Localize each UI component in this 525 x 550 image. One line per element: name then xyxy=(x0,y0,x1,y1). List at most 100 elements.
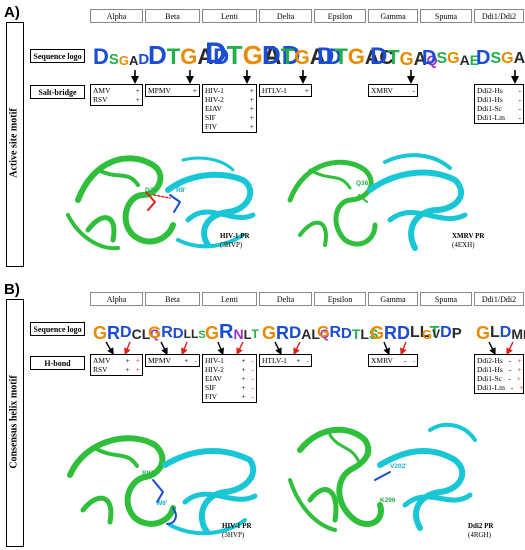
panel-a-letter: A) xyxy=(4,4,20,21)
panel-a-group-6: Spuma xyxy=(420,9,472,23)
b-struct2-caption: Ddi2 PR (4RGH) xyxy=(468,522,493,540)
table-cell-values: - + xyxy=(503,365,522,374)
table-row: Ddi1-Lm - + xyxy=(477,383,524,392)
b-struct2-name: Ddi2 PR xyxy=(468,522,494,530)
b-res-k296: K296 xyxy=(380,497,396,504)
table-row: HTLV-1 + - xyxy=(262,356,309,365)
table-row: HIV-1 + - xyxy=(205,356,254,365)
table-cell-name: Ddi1-Hs xyxy=(477,365,503,374)
panel-a-side-frame xyxy=(6,22,24,267)
table-cell-name: FIV xyxy=(205,392,218,401)
table-cell-name: Ddi1-Lm xyxy=(477,113,505,122)
table-cell-values: + xyxy=(299,86,309,95)
table-cell-name: HIV-1 xyxy=(205,86,224,95)
table-cell-values: + - xyxy=(235,365,254,374)
b-struct2-pdb: (4RGH) xyxy=(468,531,491,539)
panel-a-row2-label: Salt-bridge xyxy=(30,85,85,99)
table-cell-name: Ddi2-Hs xyxy=(477,86,503,95)
table-row: HIV-2 + - xyxy=(205,365,254,374)
table-cell-value: + xyxy=(249,86,254,95)
panel-a-row1-label: Sequence logo xyxy=(30,49,85,63)
table-cell-name: SIF xyxy=(205,113,216,122)
a-struct1-name: HIV-1 PR xyxy=(220,232,250,240)
table-cell-name: MPMV xyxy=(148,86,171,95)
table-cell-values: - + xyxy=(502,374,521,383)
b-struct1-caption: HIV-1 PR (3HVP) xyxy=(222,522,252,540)
table-cell-value: - xyxy=(518,95,522,104)
a-struct1-caption: HIV-1 PR (3HVP) xyxy=(220,232,250,250)
panel-a-table-3: HTLV-1 + xyxy=(259,84,312,97)
panel-a-group-5: Gamma xyxy=(368,9,418,23)
panel-b-group-7: Ddi1/Ddi2 xyxy=(474,292,524,306)
panel-a-table-5: Ddi2-Hs - Ddi1-Hs - Ddi1-Sc - Ddi1-Lm - xyxy=(474,84,524,124)
table-cell-name: RSV xyxy=(93,95,108,104)
table-cell-name: EIAV xyxy=(205,104,222,113)
table-row: EIAV + - xyxy=(205,374,254,383)
table-cell-values: + - xyxy=(290,356,309,365)
b-res-w6: W6' xyxy=(156,500,168,507)
table-cell-value: + xyxy=(184,356,189,365)
panel-a-group-7: Ddi1/Ddi2 xyxy=(474,9,524,23)
b-res-v202: V202' xyxy=(390,463,407,470)
table-cell-name: XMRV xyxy=(371,86,393,95)
table-cell-value: + xyxy=(125,356,130,365)
table-cell-value: - xyxy=(306,356,310,365)
table-cell-values: + - xyxy=(178,356,197,365)
panel-a-table-1: MPMV + xyxy=(145,84,200,97)
b-struct1-pdb: (3HVP) xyxy=(222,531,245,539)
table-cell-value: - xyxy=(412,86,416,95)
table-cell-value: + xyxy=(135,365,140,374)
table-cell-name: MPMV xyxy=(148,356,171,365)
table-cell-name: HIV-1 xyxy=(205,356,224,365)
table-row: MPMV + xyxy=(148,86,197,95)
table-cell-values: + - xyxy=(235,383,254,392)
b-res-r87: R87 xyxy=(142,470,154,477)
panel-b-letter: B) xyxy=(4,281,20,298)
table-row: Ddi1-Hs - + xyxy=(477,365,522,374)
table-cell-value: + xyxy=(241,356,246,365)
table-cell-name: Ddi1-Hs xyxy=(477,95,503,104)
panel-b-row1-label: Sequence logo xyxy=(30,322,85,336)
table-cell-value: - xyxy=(508,374,511,383)
table-cell-values: - + xyxy=(505,383,524,392)
table-cell-values: + xyxy=(244,86,254,95)
table-row: Ddi2-Hs - xyxy=(477,86,521,95)
table-cell-values: - xyxy=(513,104,522,113)
panel-a-table-2: HIV-1 + HIV-2 + EIAV + SIF + FIV + xyxy=(202,84,257,133)
table-cell-value: - xyxy=(518,86,522,95)
panel-b-table-5: Ddi2-Hs - + Ddi1-Hs - + Ddi1-Sc - + Ddi1-Lm - + xyxy=(474,354,524,394)
table-cell-value: + xyxy=(241,392,246,401)
table-cell-values: + - xyxy=(235,374,254,383)
table-row: XMRV - xyxy=(371,86,415,95)
table-cell-name: RSV xyxy=(93,365,108,374)
panel-a-table-4: XMRV - xyxy=(368,84,418,97)
panel-a-group-4: Epsilon xyxy=(314,9,366,23)
table-cell-values: - xyxy=(513,113,522,122)
table-cell-value: + xyxy=(125,365,130,374)
table-cell-value: - xyxy=(510,383,514,392)
table-cell-value: - xyxy=(518,104,522,113)
table-cell-value: - xyxy=(508,356,512,365)
table-cell-value: + xyxy=(241,365,246,374)
panel-b-side-frame xyxy=(6,299,24,547)
panel-b-row2-label: H-bond xyxy=(30,356,85,370)
a-res-q36: Q36 xyxy=(356,180,369,187)
panel-b-group-1: Beta xyxy=(145,292,200,306)
table-cell-values: + - xyxy=(235,356,254,365)
a-struct2-pdb: (4EXH) xyxy=(452,241,475,249)
table-cell-value: + xyxy=(249,104,254,113)
table-cell-value: + xyxy=(249,122,254,131)
panel-a-group-2: Lenti xyxy=(202,9,257,23)
table-cell-value: - xyxy=(251,392,255,401)
table-row: AMV + + xyxy=(93,356,140,365)
table-cell-name: Ddi1-Lm xyxy=(477,383,505,392)
panel-b-structure-hiv1 xyxy=(67,435,258,536)
table-cell-values: - + xyxy=(503,356,522,365)
table-cell-name: Ddi1-Sc xyxy=(477,374,502,383)
table-cell-name: EIAV xyxy=(205,374,222,383)
